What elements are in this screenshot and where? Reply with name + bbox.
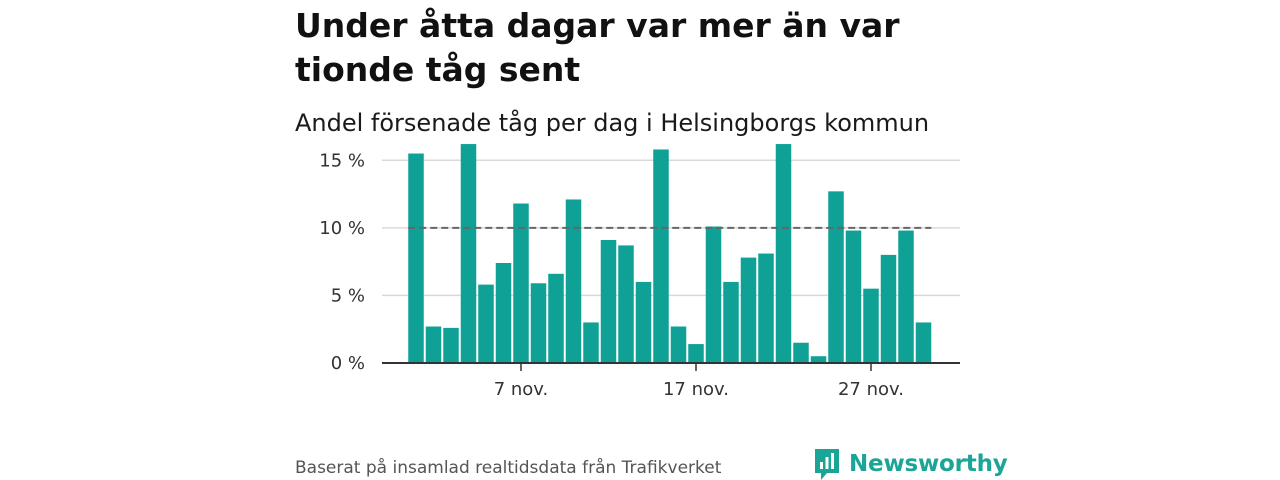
bar [600,240,617,363]
bar [740,257,757,363]
bar [565,199,582,363]
newsworthy-logo: Newsworthy [813,446,1008,480]
brand-name: Newsworthy [849,451,1008,477]
bar [810,356,827,363]
chart-title: Under åtta dagar var mer än var tionde t… [295,6,900,89]
bar [688,344,704,363]
chart-subtitle: Andel försenade tåg per dag i Helsingbor… [295,109,930,137]
bar-chart: 0 % 5 % 10 % 15 % 7 nov. 17 nov. 27 nov. [319,144,960,400]
bar [758,253,774,363]
bar [425,326,442,363]
source-note: Baserat på insamlad realtidsdata från Tr… [295,458,722,478]
bar [548,273,564,363]
bar [618,245,634,363]
y-tick-labels: 0 % 5 % 10 % 15 % [319,150,365,374]
bar [460,144,477,363]
bars [408,144,932,363]
bar [478,284,494,363]
axes [382,362,960,371]
x-tick-label: 7 nov. [494,379,549,400]
bar [408,153,424,363]
y-tick-label: 0 % [331,353,365,374]
bar [653,149,669,363]
bar [635,281,652,363]
bar [863,288,879,363]
x-tick-labels: 7 nov. 17 nov. 27 nov. [494,379,904,400]
bar [845,230,862,363]
bar [915,322,932,363]
bar [775,144,792,363]
newsworthy-logo-icon [815,449,839,480]
x-tick-label: 17 nov. [663,379,729,400]
x-tick-label: 27 nov. [838,379,904,400]
bar [670,326,687,363]
y-tick-label: 15 % [319,150,365,171]
y-tick-label: 5 % [331,285,365,306]
bar [828,191,844,363]
bar [723,281,739,363]
bar [793,342,809,363]
bar [880,254,897,363]
bar [495,262,512,363]
y-tick-label: 10 % [319,218,365,239]
bar [705,226,722,363]
bar [583,322,599,363]
bar [513,203,529,363]
bar [443,327,459,363]
bar [898,230,914,363]
bar [530,283,547,363]
